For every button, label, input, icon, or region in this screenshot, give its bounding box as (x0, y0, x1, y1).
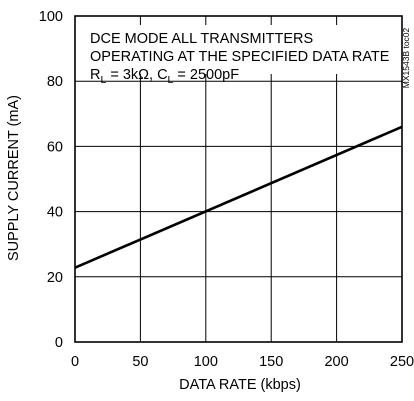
annotation-line-2: OPERATING AT THE SPECIFIED DATA RATE (90, 49, 390, 65)
x-axis-label: DATA RATE (kbps) (179, 377, 301, 393)
rl-subscript: L (100, 74, 106, 86)
y-tick-label-60: 60 (47, 139, 63, 155)
annotation: DCE MODE ALL TRANSMITTERS OPERATING AT T… (86, 25, 395, 86)
rl-symbol: R (90, 67, 100, 83)
y-tick-label-80: 80 (47, 74, 63, 90)
x-tick-label-50: 50 (132, 354, 148, 370)
series-lines (74, 125, 403, 269)
y-axis-label: SUPPLY CURRENT (mA) (6, 95, 22, 261)
y-tick-label-20: 20 (47, 270, 63, 286)
x-tick-label-150: 150 (259, 354, 283, 370)
x-tick-label-200: 200 (324, 354, 348, 370)
annotation-background (86, 25, 395, 74)
y-tick-label-0: 0 (55, 335, 63, 351)
plot-frame (74, 15, 403, 343)
x-tick-label-250: 250 (390, 354, 414, 370)
cl-value: = 2500pF (173, 67, 239, 83)
x-tick-label-0: 0 (71, 354, 79, 370)
rl-value: = 3kΩ, C (106, 67, 167, 83)
cl-subscript: L (168, 74, 174, 86)
y-tick-label-100: 100 (39, 9, 63, 25)
x-tick-labels: 0 50 100 150 200 250 (71, 354, 414, 370)
annotation-line-3: RL = 3kΩ, CL = 2500pF (90, 67, 239, 86)
y-tick-label-40: 40 (47, 205, 63, 221)
series-line-1 (74, 125, 403, 269)
y-tick-labels: 0 20 40 60 80 100 (39, 9, 63, 351)
annotation-line-1: DCE MODE ALL TRANSMITTERS (90, 31, 313, 47)
figure-id: MX1543B toc02 (401, 27, 411, 88)
x-tick-label-100: 100 (194, 354, 218, 370)
